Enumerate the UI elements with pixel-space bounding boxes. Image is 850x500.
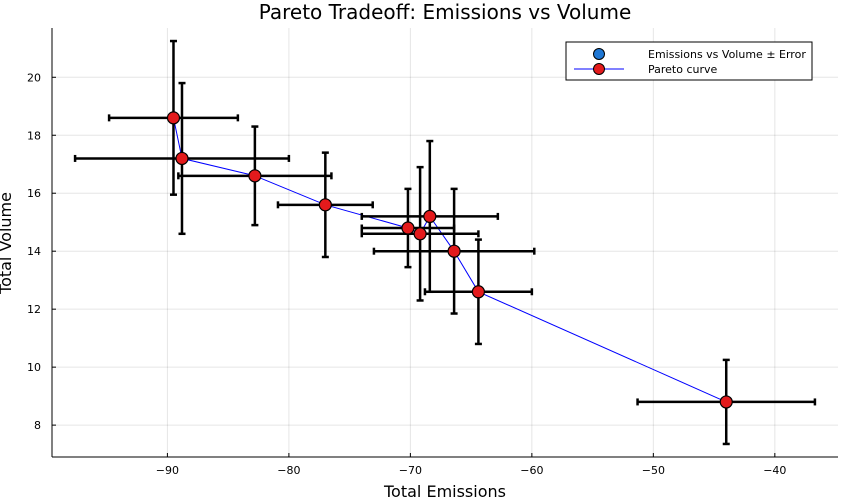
data-point: [423, 209, 437, 224]
data-point: [401, 221, 415, 235]
data-point: [318, 198, 332, 212]
data-point: [447, 244, 461, 258]
pareto-curve-layer: [173, 117, 727, 403]
x-tick-label: −60: [520, 464, 543, 477]
axis-ticks: −90 −80 −70 −60 −50 −40 8 10 12 14 16 18 20: [27, 71, 786, 477]
legend-label-scatter: Emissions vs Volume ± Error: [648, 48, 806, 61]
chart-title: Pareto Tradeoff: Emissions vs Volume: [259, 0, 632, 24]
pareto-curve-line: [173, 117, 727, 403]
x-tick-label: −90: [156, 464, 179, 477]
legend: Emissions vs Volume ± Error Pareto curve: [565, 41, 813, 81]
y-tick-label: 16: [27, 187, 41, 200]
x-tick-label: −80: [277, 464, 300, 477]
errorbars-layer: [73, 39, 817, 446]
data-point: [166, 111, 181, 125]
legend-label-pareto: Pareto curve: [648, 63, 718, 76]
x-tick-label: −40: [763, 464, 786, 477]
x-axis-label: Total Emissions: [383, 482, 506, 500]
y-tick-label: 18: [27, 129, 41, 142]
legend-box: [565, 41, 813, 81]
y-tick-label: 14: [27, 245, 41, 258]
y-axis-label: Total Volume: [0, 192, 15, 295]
legend-marker-scatter: [593, 48, 605, 60]
markers-layer: [166, 111, 733, 409]
legend-marker-pareto: [593, 63, 605, 75]
y-tick-label: 20: [27, 71, 41, 84]
plot-area: [51, 28, 838, 458]
data-point: [175, 151, 189, 166]
x-tick-label: −70: [399, 464, 422, 477]
y-tick-label: 8: [34, 419, 41, 432]
data-point: [413, 227, 427, 241]
data-point: [471, 285, 486, 299]
grid: [52, 28, 838, 457]
y-tick-label: 12: [27, 303, 41, 316]
y-tick-label: 10: [27, 361, 41, 374]
x-tick-label: −50: [642, 464, 665, 477]
data-point: [719, 395, 733, 409]
data-point: [248, 169, 262, 183]
